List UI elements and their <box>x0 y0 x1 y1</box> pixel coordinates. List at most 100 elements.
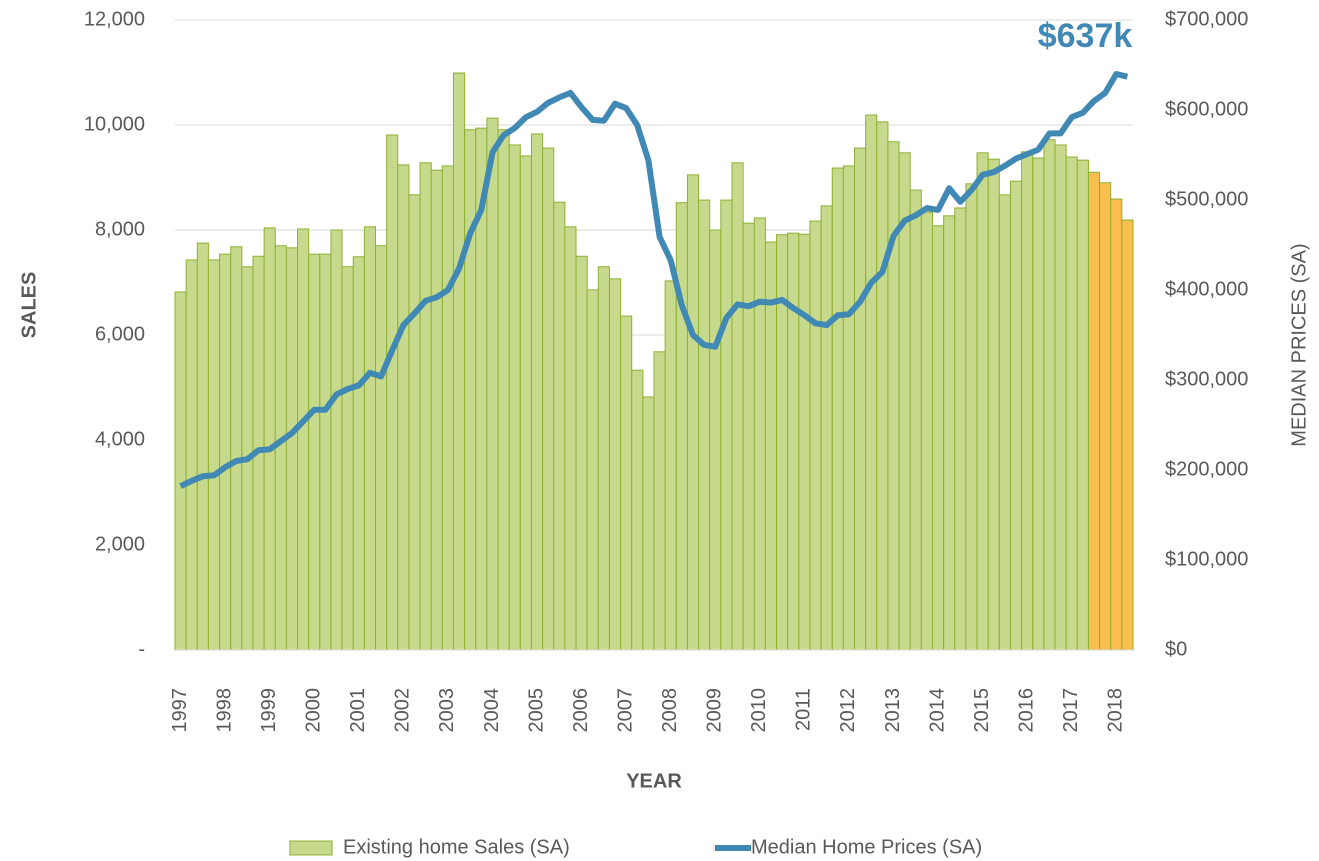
bar <box>352 256 365 651</box>
x-tick-label: 2002 <box>392 688 414 733</box>
bar <box>608 278 622 651</box>
x-tick-label: 2010 <box>748 688 770 733</box>
x-tick-label: 1997 <box>169 688 191 733</box>
y-tick-label: - <box>138 638 145 660</box>
x-tick-label: 2016 <box>1015 688 1037 733</box>
x-tick-label: 2006 <box>570 688 592 733</box>
bar <box>865 114 878 651</box>
x-tick-label: 2017 <box>1060 688 1082 733</box>
y-axis-title: SALES <box>18 272 40 339</box>
bar <box>219 253 232 651</box>
legend-label: Median Home Prices (SA) <box>751 836 982 858</box>
bar <box>1032 157 1045 651</box>
x-tick-label: 2015 <box>971 688 993 733</box>
y-tick-label: 6,000 <box>95 323 145 345</box>
bar <box>720 199 733 651</box>
bar <box>842 165 856 651</box>
bar <box>1087 171 1101 651</box>
bar <box>330 229 343 651</box>
bar <box>274 245 287 651</box>
bar <box>909 189 922 651</box>
bar <box>375 245 388 651</box>
y-tick-label: 4,000 <box>95 428 145 450</box>
x-tick-label: 2011 <box>793 688 815 731</box>
x-tick-label: 2012 <box>837 688 859 733</box>
bar <box>542 147 555 651</box>
bar <box>798 233 811 651</box>
y2-axis-title: MEDIAN PRICES (SA) <box>1288 243 1310 446</box>
bar <box>931 225 945 651</box>
bar <box>987 158 1000 651</box>
y2-tick-label: $0 <box>1165 638 1187 660</box>
bar <box>809 220 822 651</box>
bar <box>486 117 499 651</box>
bar <box>297 228 310 651</box>
x-axis-title: YEAR <box>626 770 682 792</box>
bar <box>1076 159 1089 651</box>
y2-tick-label: $700,000 <box>1165 8 1248 30</box>
legend-swatch <box>289 840 333 856</box>
bar <box>452 72 466 651</box>
bar <box>185 259 198 651</box>
x-tick-label: 2007 <box>614 688 636 733</box>
bar <box>1054 144 1067 651</box>
bar <box>653 351 666 651</box>
bar <box>920 211 933 651</box>
line <box>179 71 1129 489</box>
x-tick-label: 1998 <box>213 688 235 733</box>
bar <box>308 253 321 651</box>
bar <box>965 183 978 651</box>
bar <box>943 215 956 651</box>
y2-tick-label: $100,000 <box>1165 548 1248 570</box>
bar <box>441 165 454 651</box>
bar <box>1009 180 1023 651</box>
x-tick-label: 1999 <box>258 688 280 733</box>
bar <box>341 266 354 651</box>
bar <box>698 199 711 651</box>
bar <box>686 174 700 651</box>
bar <box>207 259 221 651</box>
x-tick-label: 2009 <box>704 688 726 733</box>
y2-tick-label: $600,000 <box>1165 98 1248 120</box>
bar <box>519 155 532 651</box>
bar <box>709 229 722 651</box>
bar <box>742 222 755 651</box>
y2-tick-label: $500,000 <box>1165 188 1248 210</box>
bar <box>753 217 766 651</box>
bar <box>230 246 243 651</box>
bar <box>363 226 377 651</box>
bar <box>1110 198 1123 651</box>
bar <box>419 162 432 651</box>
bar <box>497 129 510 651</box>
bar <box>1021 151 1034 651</box>
bar <box>196 242 209 651</box>
x-tick-label: 2013 <box>882 688 904 733</box>
bar <box>831 167 844 651</box>
bar <box>530 133 544 651</box>
bar <box>508 144 521 651</box>
bar <box>408 194 421 651</box>
bar <box>998 194 1011 651</box>
y2-tick-label: $200,000 <box>1165 458 1248 480</box>
y2-tick-label: $400,000 <box>1165 278 1248 300</box>
bar <box>820 205 833 651</box>
x-tick-label: 2001 <box>347 688 369 733</box>
legend-label: Existing home Sales (SA) <box>343 836 570 858</box>
bar <box>319 253 332 651</box>
y-tick-label: 2,000 <box>95 533 145 555</box>
x-tick-label: 2014 <box>926 688 948 733</box>
x-tick-label: 2000 <box>303 688 325 733</box>
bar <box>586 289 599 651</box>
x-tick-label: 2003 <box>436 688 458 733</box>
bar <box>1099 182 1112 651</box>
bar <box>553 201 566 651</box>
annotation: $637k <box>1038 17 1133 55</box>
bar <box>263 227 276 651</box>
bar <box>887 141 900 651</box>
y-tick-label: 10,000 <box>84 113 145 135</box>
bar <box>386 134 399 651</box>
y2-tick-label: $300,000 <box>1165 368 1248 390</box>
x-tick-label: 2004 <box>481 688 503 733</box>
bar <box>976 152 989 651</box>
